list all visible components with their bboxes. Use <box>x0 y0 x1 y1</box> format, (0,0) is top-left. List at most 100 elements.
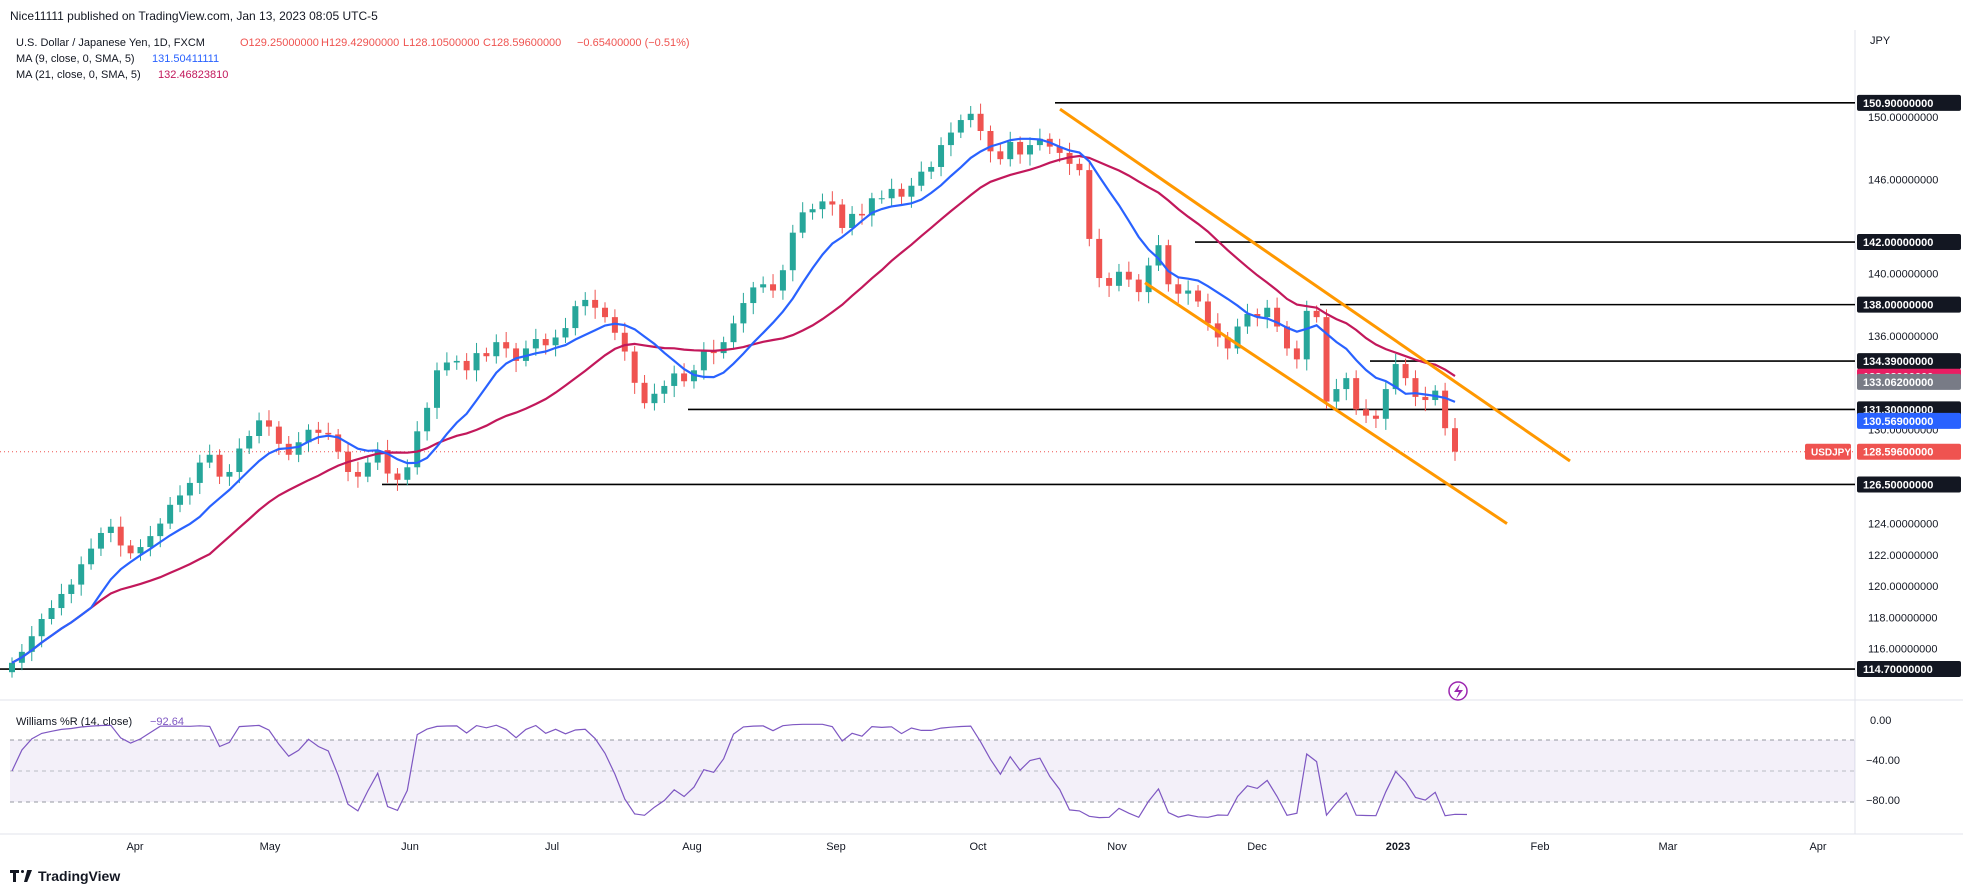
candle-body <box>1274 307 1281 327</box>
wr-label: Williams %R (14, close) <box>16 716 132 728</box>
price-tick: 124.00000000 <box>1868 519 1938 531</box>
candle-body <box>720 342 727 354</box>
candle-body <box>532 339 539 349</box>
candle-body <box>483 353 490 357</box>
candle-body <box>1086 170 1093 239</box>
price-tick: 122.00000000 <box>1868 550 1938 562</box>
time-tick: Sep <box>826 841 846 853</box>
candle-body <box>1353 378 1360 410</box>
candle-body <box>394 473 401 480</box>
price-tag-bg <box>1857 443 1961 460</box>
candle-body <box>908 185 915 197</box>
price-tag-label: 126.50000000 <box>1863 479 1933 491</box>
candle-body <box>374 450 381 463</box>
candle-body <box>107 526 114 533</box>
price-axis: 150.00000000 146.00000000 140.00000000 136.… <box>1868 112 1938 656</box>
candle-body <box>1125 271 1132 280</box>
candle-body <box>38 619 45 637</box>
price-tick: 140.00000000 <box>1868 268 1938 280</box>
price-tag-label: 114.70000000 <box>1863 664 1933 676</box>
candle-body <box>1056 146 1063 153</box>
legend-open: O129.25000000 <box>240 37 319 49</box>
legend-ma21: MA (21, close, 0, SMA, 5) <box>16 69 141 81</box>
time-tick: Nov <box>1107 841 1127 853</box>
candle-body <box>957 120 964 133</box>
candle-body <box>1333 389 1340 402</box>
price-tag-label: 130.56900000 <box>1863 416 1933 428</box>
candle-body <box>918 171 925 186</box>
candle-body <box>1412 378 1419 397</box>
candle-body <box>997 151 1004 160</box>
candle-body <box>760 284 767 288</box>
candle-body <box>88 548 95 565</box>
tradingview-icon <box>10 870 32 882</box>
candle-body <box>1204 301 1211 324</box>
horizontal-levels <box>0 102 1855 670</box>
candle-body <box>730 323 737 343</box>
candle-body <box>335 434 342 452</box>
candle-body <box>938 145 945 167</box>
candle-body <box>147 536 154 548</box>
wr-tick-0: 0.00 <box>1870 715 1891 727</box>
lightning-icon[interactable] <box>1448 681 1468 701</box>
candle-body <box>1442 390 1449 429</box>
candle-body <box>414 431 421 468</box>
price-tag-label: 133.06200000 <box>1863 377 1933 389</box>
legend-high: H129.42900000 <box>321 37 399 49</box>
candle-body <box>661 385 668 394</box>
candle-body <box>1283 326 1290 349</box>
candle-body <box>631 351 638 383</box>
candle-body <box>987 131 994 152</box>
candle-body <box>28 636 35 652</box>
candle-body <box>542 339 549 346</box>
candle-body <box>1155 245 1162 266</box>
candle-body <box>216 454 223 477</box>
candle-body <box>1135 279 1142 293</box>
time-tick: Aug <box>682 841 702 853</box>
candle-body <box>315 429 322 433</box>
candle-body <box>1106 278 1113 286</box>
currency-label: JPY <box>1870 35 1891 47</box>
candle-body <box>384 450 391 474</box>
candle-body <box>779 270 786 291</box>
price-tag-label: 150.90000000 <box>1863 98 1933 110</box>
candle-body <box>236 448 243 472</box>
candle-body <box>1145 265 1152 293</box>
candle-body <box>493 342 500 357</box>
legend-low: L128.10500000 <box>403 37 479 49</box>
wr-tick-40: −40.00 <box>1866 755 1900 767</box>
candle-body <box>1372 415 1379 419</box>
time-tick: Apr <box>126 841 143 853</box>
candle-body <box>424 407 431 432</box>
candle-body <box>1293 348 1300 360</box>
candle-body <box>819 201 826 210</box>
legend-change: −0.65400000 (−0.51%) <box>577 37 690 49</box>
channel-lower-line <box>1144 281 1508 525</box>
candle-body <box>621 332 628 352</box>
candles <box>9 103 1458 678</box>
price-tags: 150.90000000 142.00000000 138.00000000 134.… <box>1805 94 1961 678</box>
time-axis: Apr May Jun Jul Aug Sep Oct Nov Dec 2023 Feb Mar Apr <box>126 841 1826 853</box>
candle-body <box>473 353 480 371</box>
candle-body <box>1115 271 1122 286</box>
time-tick: Apr <box>1809 841 1826 853</box>
time-tick: May <box>260 841 281 853</box>
candle-body <box>1254 314 1261 318</box>
candle-body <box>928 166 935 172</box>
candle-body <box>878 198 885 200</box>
tradingview-logo[interactable]: TradingView <box>10 868 120 884</box>
candle-body <box>97 532 104 549</box>
candle-body <box>1363 409 1370 416</box>
price-tick: 118.00000000 <box>1868 612 1938 624</box>
candle-body <box>572 306 579 329</box>
candle-body <box>1264 307 1271 318</box>
candle-body <box>700 349 707 371</box>
candle-body <box>1234 326 1241 349</box>
candle-body <box>1165 245 1172 285</box>
price-tag-bg <box>1857 353 1961 370</box>
candle-body <box>1343 378 1350 390</box>
symbol-tag-bg <box>1805 443 1851 460</box>
candle-body <box>1224 337 1231 349</box>
price-tag-label: 128.59600000 <box>1863 447 1933 459</box>
